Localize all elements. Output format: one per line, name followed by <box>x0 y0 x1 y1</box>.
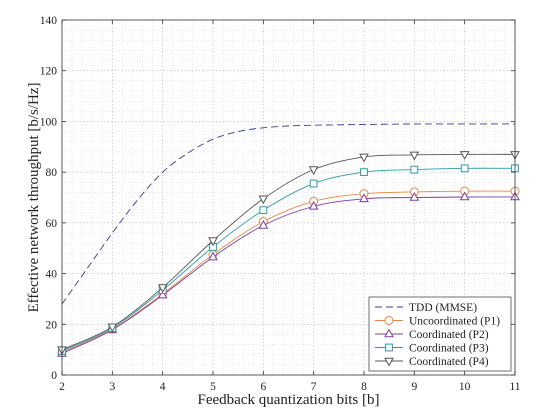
legend-label: Uncoordinated (P1) <box>409 316 500 328</box>
data-point <box>107 323 118 333</box>
data-point <box>409 151 420 161</box>
legend-swatch-marker <box>384 316 394 325</box>
data-point <box>208 251 218 261</box>
y-tick-label: 100 <box>40 116 58 128</box>
y-tick-label: 0 <box>51 370 57 382</box>
legend-item: Coordinated (P2) <box>375 328 489 341</box>
legend-item: Coordinated (P4) <box>375 356 489 368</box>
series-5 <box>57 151 520 356</box>
y-tick-label: 60 <box>46 218 58 230</box>
data-point <box>208 237 218 247</box>
plot-frame <box>61 19 516 376</box>
y-tick-label: 140 <box>40 15 58 27</box>
ticks <box>61 19 516 376</box>
data-point <box>157 289 168 299</box>
data-point <box>359 153 369 163</box>
x-tick-labels: 2 3 4 5 6 7 8 9 10 11 <box>59 381 521 393</box>
y-tick-label: 120 <box>40 66 58 78</box>
data-point <box>409 191 420 201</box>
legend-swatch-marker <box>384 328 394 338</box>
data-point <box>259 206 268 215</box>
data-point <box>460 164 469 173</box>
data-point <box>258 195 269 205</box>
data-point <box>359 193 369 203</box>
series-layer <box>57 123 520 357</box>
y-tick-label: 40 <box>46 269 58 281</box>
x-tick-label: 5 <box>210 381 216 393</box>
series-line <box>61 153 516 351</box>
y-tick-label: 20 <box>46 319 58 331</box>
y-tick-label: 80 <box>46 167 58 179</box>
series-line <box>61 167 516 352</box>
series-line <box>61 196 516 354</box>
x-tick-label: 2 <box>59 381 65 393</box>
data-point <box>459 191 470 201</box>
x-tick-label: 6 <box>260 381 266 393</box>
data-point <box>258 219 269 229</box>
x-tick-label: 4 <box>160 381 166 393</box>
legend-swatch-marker <box>385 343 393 352</box>
series-line <box>61 123 515 305</box>
legend-label: Coordinated (P4) <box>409 356 489 368</box>
minor-grid <box>62 20 515 375</box>
x-tick-label: 11 <box>509 381 520 393</box>
data-point <box>308 166 319 176</box>
legend-label: Coordinated (P3) <box>409 343 489 355</box>
x-tick-label: 10 <box>459 381 471 393</box>
y-axis-label: Effective network throughput [b/s/Hz] <box>26 82 42 312</box>
data-point <box>308 200 319 210</box>
legend-label: Coordinated (P2) <box>409 329 489 341</box>
data-point <box>459 151 470 160</box>
data-point <box>410 165 419 174</box>
legend-item: TDD (MMSE) <box>375 302 477 314</box>
legend: TDD (MMSE)Uncoordinated (P1)Coordinated … <box>368 296 512 372</box>
plot-area <box>57 19 520 376</box>
x-tick-label: 8 <box>361 381 367 393</box>
x-tick-label: 9 <box>411 381 417 393</box>
legend-item: Uncoordinated (P1) <box>375 316 500 328</box>
data-point <box>360 168 368 177</box>
series-1 <box>61 123 515 305</box>
x-axis-label: Feedback quantization bits [b] <box>197 392 379 408</box>
x-tick-label: 3 <box>109 381 115 393</box>
legend-label: TDD (MMSE) <box>409 302 477 314</box>
data-point <box>157 284 168 294</box>
y-tick-labels: 0 20 40 60 80 100 120 140 <box>40 15 58 382</box>
data-point <box>309 179 318 188</box>
x-tick-label: 7 <box>311 381 317 393</box>
series-line <box>61 190 516 353</box>
legend-item: Coordinated (P3) <box>375 343 489 355</box>
legend-swatch-marker <box>384 357 394 367</box>
